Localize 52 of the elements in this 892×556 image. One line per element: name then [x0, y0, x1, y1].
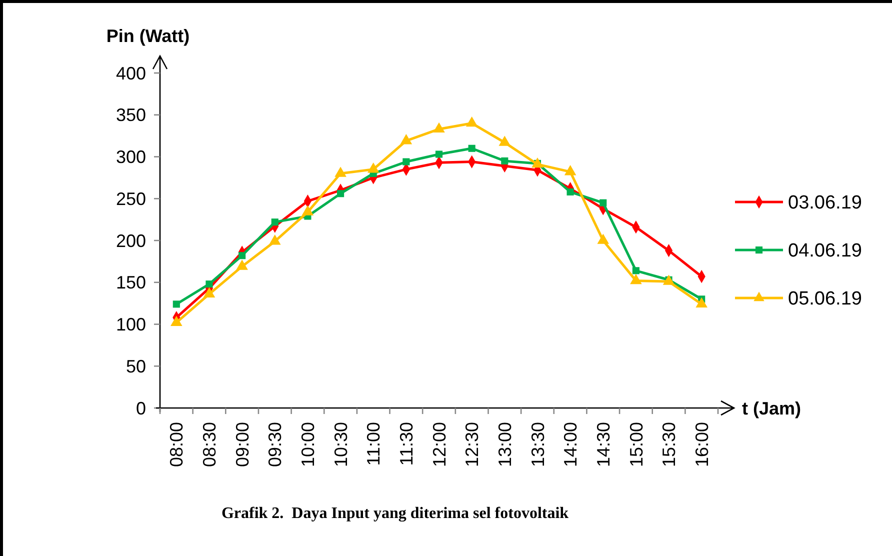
y-tick-label: 250	[116, 188, 146, 209]
x-tick-label: 12:30	[462, 422, 482, 468]
point	[367, 162, 380, 173]
point	[466, 116, 478, 127]
point	[532, 157, 544, 168]
x-tick-label: 09:00	[232, 422, 252, 468]
point	[498, 136, 511, 146]
y-tick-label: 0	[136, 398, 146, 418]
y-tick-label: 50	[126, 356, 146, 376]
y-tick-label: 350	[116, 105, 146, 126]
y-tick-label: 300	[116, 147, 146, 168]
x-tick-label: 12:00	[429, 422, 450, 468]
x-tick-label: 14:30	[593, 422, 614, 468]
x-tick-label: 09:30	[265, 422, 286, 468]
x-tick-label: 08:30	[200, 422, 220, 468]
point	[433, 122, 445, 133]
point	[632, 267, 640, 274]
point	[206, 280, 213, 288]
point	[402, 158, 410, 166]
point	[566, 188, 574, 196]
point	[238, 252, 246, 260]
y-axis-title: Pin (Watt)	[106, 26, 190, 46]
x-tick-label: 11:30	[396, 422, 416, 466]
y-tick-label: 200	[116, 230, 146, 251]
legend-label: 04.06.19	[788, 240, 862, 262]
x-tick-label: 13:00	[494, 422, 515, 468]
x-tick-label: 14:00	[560, 422, 581, 468]
point	[501, 157, 508, 164]
x-tick-label: 10:00	[298, 422, 318, 468]
point	[435, 150, 443, 158]
text: Grafik 2. Daya Input yang diterima sel fotovoltaik	[221, 505, 569, 522]
x-tick-label: 15:30	[659, 422, 680, 468]
x-tick-label: 08:00	[166, 422, 187, 468]
x-tick-label: 11:00	[364, 422, 384, 466]
y-tick-label: 150	[116, 272, 146, 293]
point	[468, 144, 476, 152]
y-tick-label: 100	[116, 314, 146, 335]
point	[336, 190, 344, 198]
point	[271, 218, 278, 226]
x-tick-label: 15:00	[626, 422, 646, 468]
point	[334, 166, 346, 177]
point	[400, 134, 412, 144]
point	[564, 165, 576, 176]
legend-label: 03.06.19	[788, 192, 862, 214]
x-axis-title: t (Jam)	[742, 398, 802, 418]
point	[600, 199, 607, 206]
point	[172, 300, 180, 308]
y-tick-label: 400	[116, 63, 146, 84]
x-tick-label: 10:30	[330, 422, 351, 468]
legend-label: 05.06.19	[788, 288, 862, 310]
x-tick-label: 16:00	[692, 422, 712, 468]
x-tick-label: 13:30	[528, 422, 548, 468]
